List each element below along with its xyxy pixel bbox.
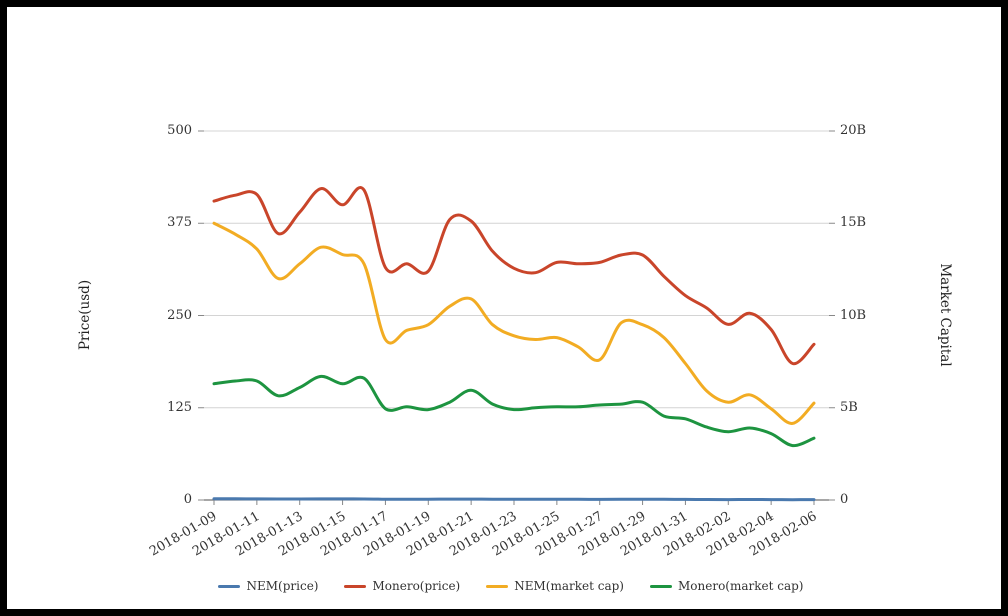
series-line-monero-market-cap- bbox=[212, 374, 816, 448]
legend-line-swatch bbox=[486, 584, 509, 588]
left-axis-tick-label: 125 bbox=[167, 399, 192, 415]
series-line-nem-price- bbox=[212, 497, 816, 502]
legend-item-nem-market-cap-[interactable]: NEM(market cap) bbox=[486, 579, 624, 593]
left-axis-title: Price(usd) bbox=[77, 279, 93, 351]
left-axis-tick-label: 500 bbox=[167, 123, 192, 138]
right-axis-title: Market Capital bbox=[937, 263, 953, 367]
series-line-nem-market-cap- bbox=[212, 221, 816, 425]
legend-item-nem-price-[interactable]: NEM(price) bbox=[218, 579, 318, 593]
right-axis-tick-label: 20B bbox=[840, 123, 867, 138]
left-axis-tick-label: 250 bbox=[167, 307, 192, 323]
line-chart-plot bbox=[198, 130, 835, 505]
series-line-monero-price- bbox=[212, 186, 816, 366]
legend-label: Monero(market cap) bbox=[677, 579, 804, 593]
legend-line-swatch bbox=[344, 584, 367, 588]
right-axis-tick-label: 10B bbox=[840, 307, 867, 323]
legend-label: NEM(market cap) bbox=[514, 579, 624, 593]
legend-label: NEM(price) bbox=[246, 579, 319, 593]
legend-item-monero-market-cap-[interactable]: Monero(market cap) bbox=[649, 579, 804, 593]
right-axis-tick-label: 15B bbox=[840, 215, 867, 231]
right-axis-tick-label: 5B bbox=[840, 399, 858, 415]
legend-line-swatch bbox=[218, 584, 241, 588]
right-axis-tick-label: 0 bbox=[840, 492, 849, 507]
legend-line-swatch bbox=[649, 584, 672, 588]
chart-legend: NEM(price) Monero(price) NEM(market cap) Mo… bbox=[7, 579, 1001, 593]
legend-label: Monero(price) bbox=[372, 579, 461, 593]
legend-item-monero-price-[interactable]: Monero(price) bbox=[344, 579, 460, 593]
left-axis-tick-label: 0 bbox=[183, 492, 192, 507]
left-axis-tick-label: 375 bbox=[167, 215, 192, 231]
